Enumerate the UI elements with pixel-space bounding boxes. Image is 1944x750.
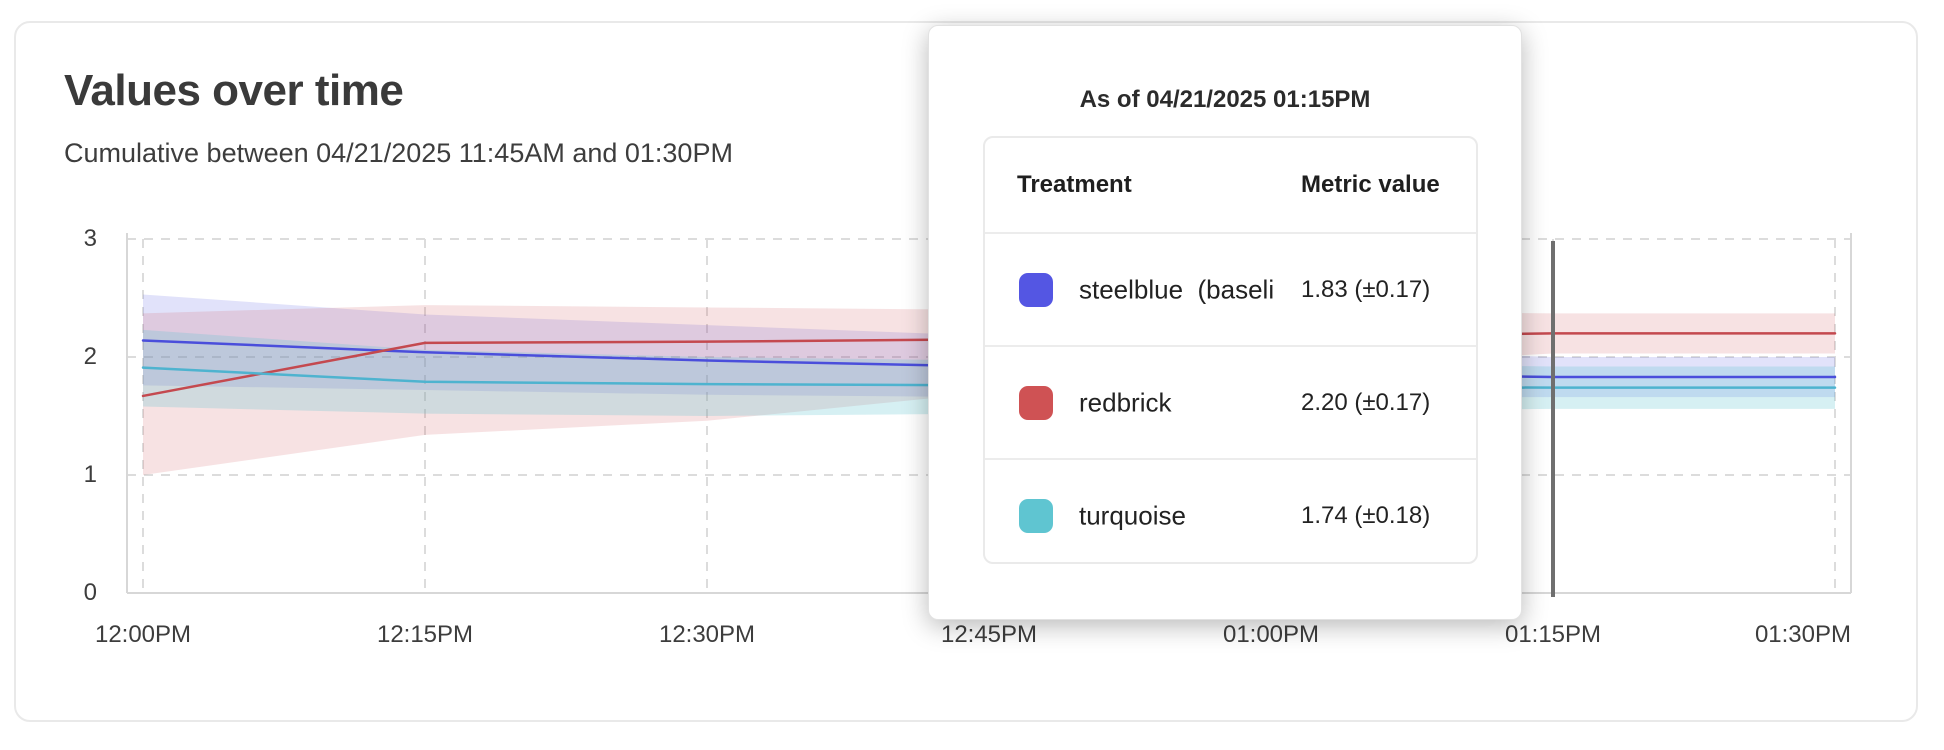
tooltip-row-redbrick: redbrick 2.20 (±0.17)	[985, 345, 1476, 458]
col-header-treatment: Treatment	[1017, 171, 1132, 198]
tooltip-table: Treatment Metric value steelblue (baseli…	[983, 136, 1478, 564]
treatment-label: steelblue (baseli	[1079, 274, 1275, 304]
metric-value: 1.74 (±0.18)	[1301, 501, 1431, 529]
x-tick-label: 01:00PM	[1222, 621, 1320, 648]
y-tick-label: 0	[83, 579, 97, 606]
treatment-label: redbrick	[1079, 387, 1172, 417]
hover-tooltip: As of 04/21/2025 01:15PM Treatment Metri…	[928, 25, 1522, 620]
x-tick-label: 12:00PM	[94, 621, 192, 648]
x-tick-label: 01:15PM	[1504, 621, 1602, 648]
x-tick-label: 12:15PM	[376, 621, 474, 648]
tooltip-table-header: Treatment Metric value	[985, 138, 1476, 232]
col-header-metric: Metric value	[1301, 171, 1440, 198]
tooltip-row-turquoise: turquoise 1.74 (±0.18)	[985, 458, 1476, 571]
chart-subtitle: Cumulative between 04/21/2025 11:45AM an…	[64, 138, 733, 168]
tooltip-row-steelblue: steelblue (baseli 1.83 (±0.17)	[985, 232, 1476, 345]
y-tick-label: 2	[83, 343, 97, 370]
x-tick-label: 12:45PM	[940, 621, 1038, 648]
metric-value: 2.20 (±0.17)	[1301, 388, 1431, 416]
series-color-swatch	[1019, 272, 1053, 307]
series-color-swatch	[1019, 498, 1053, 533]
series-color-swatch	[1019, 385, 1053, 420]
chart-title: Values over time	[64, 66, 404, 115]
y-tick-label: 3	[83, 225, 97, 252]
x-tick-label: 12:30PM	[658, 621, 756, 648]
metric-value: 1.83 (±0.17)	[1301, 275, 1431, 303]
tooltip-title: As of 04/21/2025 01:15PM	[1079, 86, 1371, 113]
treatment-label: turquoise	[1079, 500, 1186, 530]
x-tick-label: 01:30PM	[1754, 621, 1851, 648]
y-tick-label: 1	[83, 461, 97, 488]
